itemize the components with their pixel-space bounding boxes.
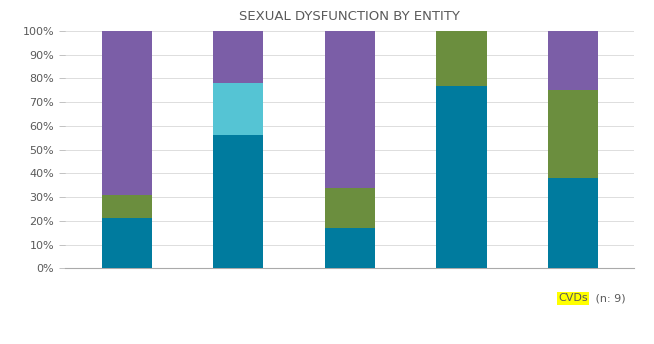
Bar: [325, 228, 375, 268]
Bar: [325, 31, 375, 187]
Text: (n: 9): (n: 9): [593, 293, 626, 303]
Title: SEXUAL DYSFUNCTION BY ENTITY: SEXUAL DYSFUNCTION BY ENTITY: [239, 10, 460, 23]
Bar: [548, 178, 598, 268]
Bar: [213, 31, 264, 83]
Bar: [548, 31, 598, 90]
Bar: [213, 83, 264, 136]
Bar: [101, 195, 152, 218]
Bar: [325, 187, 375, 228]
Bar: [213, 136, 264, 268]
Text: CVDs: CVDs: [559, 293, 588, 303]
Bar: [101, 218, 152, 268]
Bar: [548, 90, 598, 178]
Bar: [101, 31, 152, 195]
Bar: [436, 86, 487, 268]
Bar: [436, 31, 487, 86]
